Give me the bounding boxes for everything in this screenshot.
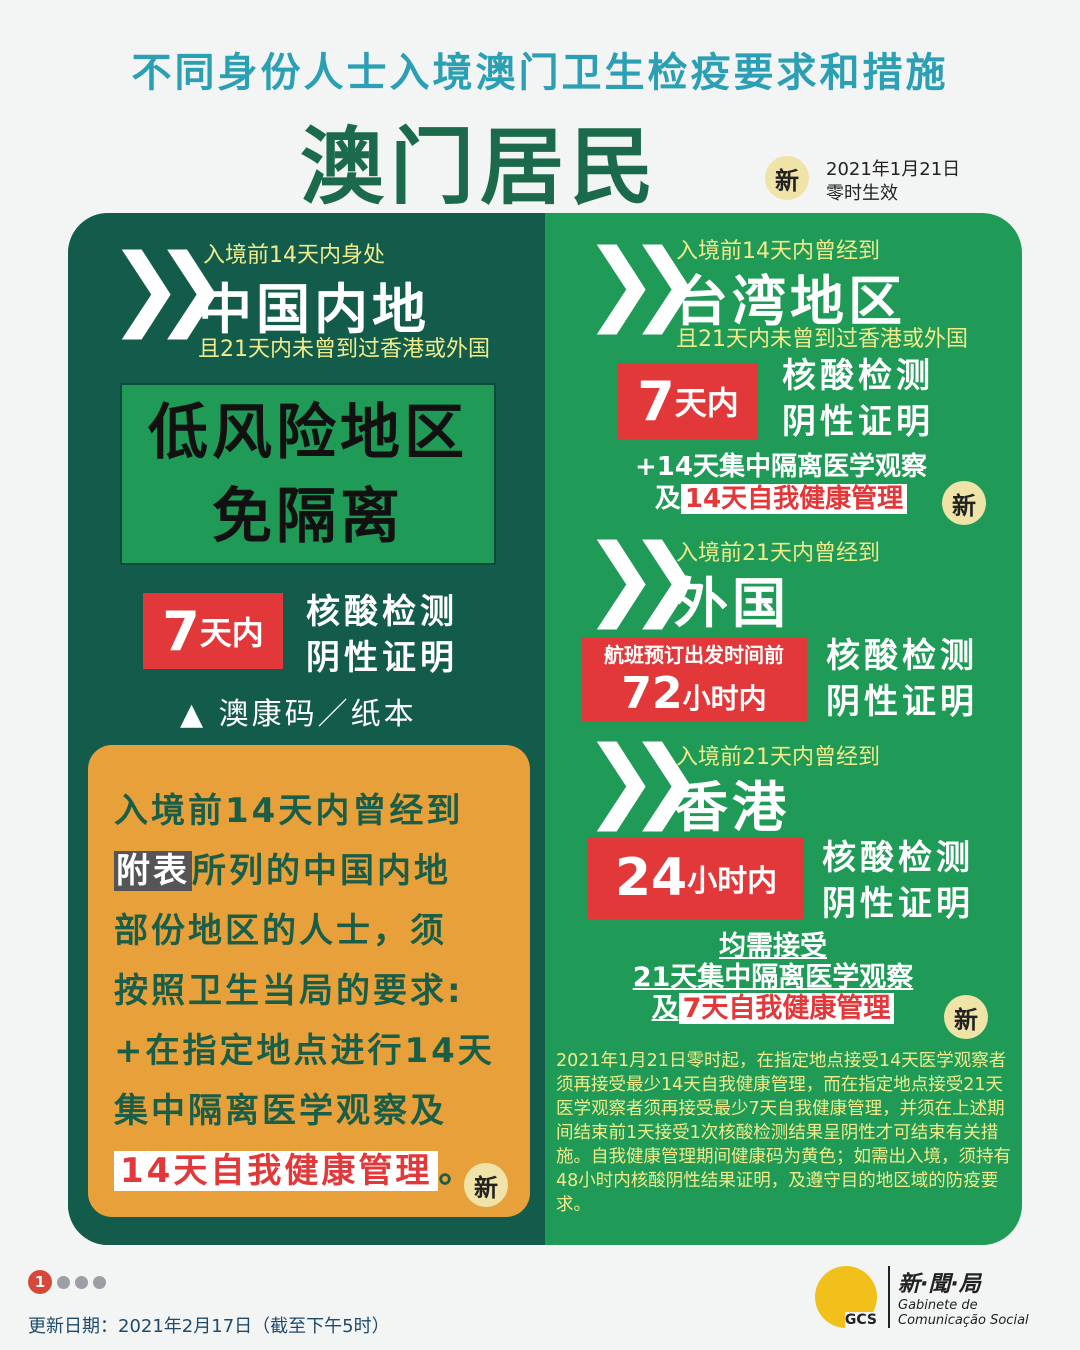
effective-date: 2021年1月21日 零时生效 [826,159,961,204]
new-badge: 新 [464,1163,508,1207]
hongkong-region: 香港 [674,776,790,839]
page-dot[interactable] [93,1275,106,1289]
hongkong-req: 均需接受 21天集中隔离医学观察及 7天自我健康管理 [632,931,914,1024]
taiwan-test: 核酸检测 阴性证明 [782,356,934,442]
hours-badge: 航班预订出发时间前 72小时内 [581,637,807,721]
orange-box: 入境前14天内曾经到 附表所列的中国内地 部份地区的人士，须 按照卫生当局的要求… [88,745,530,1217]
page-title: 不同身份人士入境澳门卫生检疫要求和措施 [131,50,949,96]
appendix-link[interactable]: 附表 [114,851,192,891]
note-text: 2021年1月21日零时起，在指定地点接受14天医学观察者须再接受最少14天自我… [556,1051,1011,1215]
mainland-test: 核酸检测 阴性证明 [306,592,458,678]
chevron-icon: ❯❯ [583,230,704,335]
page-subtitle: 澳门居民 [300,118,661,216]
foreign-test: 核酸检测 阴性证明 [826,636,978,722]
mainland-cond: 且21天内未曾到过香港或外国 [198,337,490,362]
info-panel: ❯❯ 入境前14天内身处 中国内地 且21天内未曾到过香港或外国 低风险地区 免隔… [68,213,1022,1245]
taiwan-cond: 且21天内未曾到过香港或外国 [676,327,968,352]
taiwan-region: 台湾地区 [674,270,906,333]
page-dot[interactable] [57,1275,70,1289]
low-risk-box: 低风险地区 免隔离 [120,383,496,565]
pagination: 1 [28,1270,106,1294]
page-dot-active[interactable]: 1 [28,1270,52,1294]
hongkong-pre: 入境前21天内曾经到 [676,745,880,770]
page-dot[interactable] [75,1275,88,1289]
new-badge: 新 [942,481,986,525]
taiwan-pre: 入境前14天内曾经到 [676,239,880,264]
new-badge: 新 [944,995,988,1039]
health-code: ▲ 澳康码／纸本 [180,697,417,732]
mainland-pre: 入境前14天内身处 [203,243,385,268]
days-badge: 7 天内 [143,593,283,669]
update-date: 更新日期：2021年2月17日（截至下午5时） [28,1316,390,1337]
gcs-logo-text: 新·聞·局 Gabinete de Comunicação Social [888,1266,1029,1328]
new-badge: 新 [765,156,809,200]
chevron-icon: ❯❯ [583,525,704,630]
foreign-pre: 入境前21天内曾经到 [676,541,880,566]
days-badge: 7 天内 [618,363,758,439]
chevron-icon: ❯❯ [583,727,704,832]
hongkong-test: 核酸检测 阴性证明 [822,838,974,924]
gcs-logo-icon: GCS [815,1266,877,1328]
taiwan-extra: +14天集中隔离医学观察及 14天自我健康管理 [635,452,927,514]
chevron-icon: ❯❯ [108,235,229,340]
mainland-region: 中国内地 [198,278,430,341]
foreign-region: 外国 [674,572,790,635]
hours-badge: 24 小时内 [588,837,804,919]
